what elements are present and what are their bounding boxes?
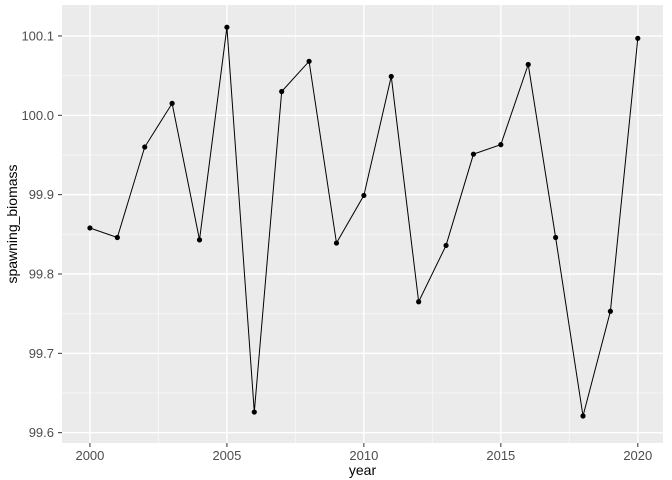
data-point — [416, 299, 422, 305]
data-point — [525, 61, 531, 68]
y-tick-label: 100.0 — [21, 108, 54, 123]
data-point — [333, 240, 340, 246]
plot-panel — [62, 5, 663, 443]
data-point — [306, 58, 312, 64]
data-point — [279, 88, 285, 95]
data-point — [169, 100, 175, 106]
y-tick-label: 99.6 — [29, 425, 54, 440]
data-point — [635, 35, 641, 41]
y-tick-label: 99.9 — [29, 187, 54, 202]
data-point — [224, 24, 230, 30]
x-axis-title: year — [348, 462, 377, 478]
data-point — [251, 409, 257, 415]
data-point — [388, 73, 394, 80]
y-tick-label: 99.7 — [29, 346, 54, 361]
data-point — [553, 234, 559, 241]
data-point — [196, 237, 203, 243]
x-tick-label: 2000 — [75, 448, 104, 463]
data-point — [443, 242, 449, 249]
data-point — [87, 225, 93, 231]
x-tick-label: 2020 — [623, 448, 652, 463]
x-tick-label: 2015 — [486, 448, 515, 463]
data-point — [142, 144, 148, 150]
data-point — [607, 308, 614, 314]
data-point — [498, 142, 504, 148]
x-tick-label: 2005 — [212, 448, 241, 463]
y-tick-label: 99.8 — [29, 266, 54, 281]
data-point — [470, 151, 477, 157]
y-tick-label: 100.1 — [21, 28, 54, 43]
data-point — [580, 413, 586, 419]
y-axis-title: spawning_biomass — [4, 164, 20, 284]
data-point — [361, 192, 367, 199]
x-tick-label: 2010 — [349, 448, 378, 463]
data-point — [114, 234, 120, 241]
